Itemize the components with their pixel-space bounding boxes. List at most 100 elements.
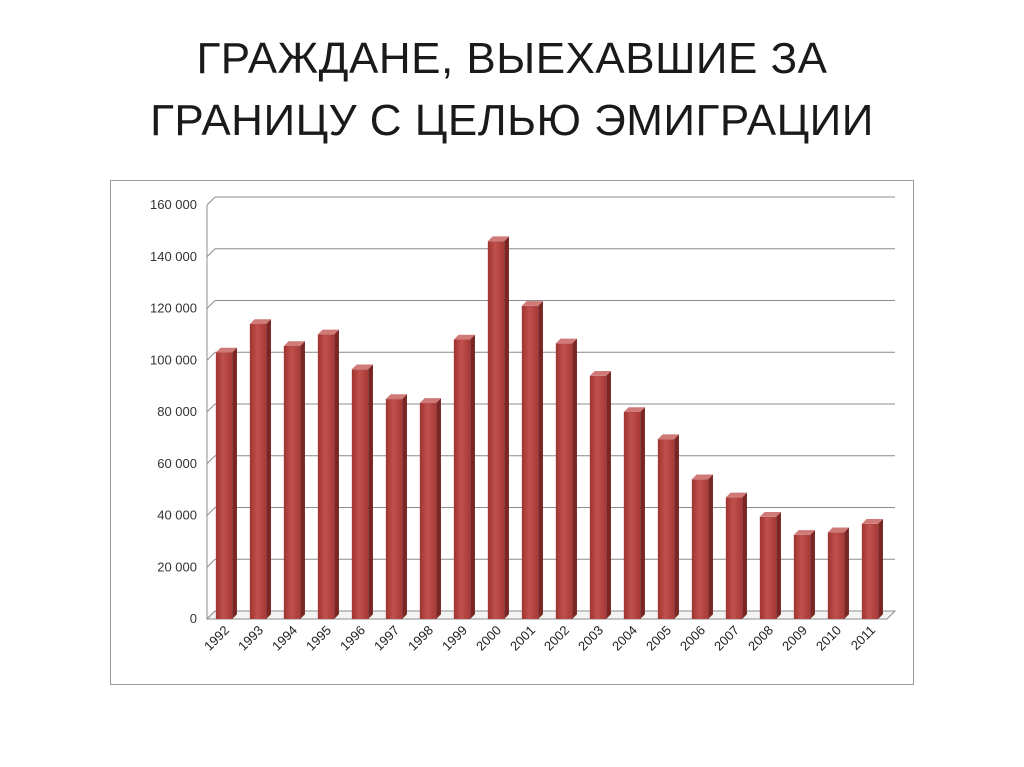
y-tick-label: 120 000 (150, 301, 197, 316)
bar-front (419, 402, 437, 619)
bar-front (725, 497, 743, 619)
bar-side (572, 338, 577, 619)
y-tick-label: 100 000 (150, 352, 197, 367)
y-tick-label: 20 000 (157, 559, 197, 574)
bar-top (487, 236, 509, 242)
x-tick-label: 1996 (337, 623, 368, 654)
x-tick-label: 2007 (711, 623, 742, 654)
bar-side (266, 319, 271, 619)
x-tick-label: 2006 (677, 623, 708, 654)
slide-title-line-2: ГРАНИЦУ С ЦЕЛЬЮ ЭМИГРАЦИИ (150, 96, 874, 145)
bar-side (232, 347, 237, 619)
bar-2008 (759, 511, 781, 619)
bar-side (742, 492, 747, 619)
bar-top (419, 398, 441, 403)
bar-1992 (215, 347, 237, 619)
bar-top (317, 329, 339, 335)
bar-side (504, 236, 509, 620)
bar-top (453, 334, 475, 340)
bar-top (521, 301, 543, 306)
x-tick-label: 1993 (235, 623, 266, 654)
gridline-depth (206, 248, 216, 258)
bar-front (691, 479, 709, 619)
gridline-depth (206, 403, 216, 413)
x-tick-label: 1998 (405, 623, 436, 654)
bar-top (657, 434, 679, 440)
bar-2002 (555, 338, 577, 619)
bar-side (300, 341, 305, 619)
gridlines (206, 196, 895, 620)
bar-front (827, 532, 845, 619)
bar-2007 (725, 492, 747, 619)
x-tick-label: 2008 (745, 623, 776, 654)
x-tick-label: 1997 (371, 623, 402, 654)
bar-chart: 0 20 000 40 000 60 000 80 000 100 000 120 000 1… (150, 196, 897, 654)
bar-2005 (657, 434, 679, 619)
x-tick-label: 1995 (303, 623, 334, 654)
bar-1997 (385, 394, 407, 619)
y-tick-label: 0 (190, 611, 197, 626)
bar-side (640, 407, 645, 619)
bar-1995 (317, 329, 339, 619)
bar-top (793, 530, 815, 535)
bar-top (215, 347, 237, 353)
x-tick-label: 1992 (201, 623, 232, 654)
gridline-depth (206, 351, 216, 361)
bar-front (215, 352, 233, 619)
bar-front (861, 523, 879, 619)
x-axis-tick-labels: 1992 1993 1994 1995 1996 1997 1998 1999 2000 2001… (201, 623, 878, 654)
bar-top (283, 341, 305, 347)
slide-title: ГРАЖДАНЕ, ВЫЕХАВШИЕ ЗА ГРАНИЦУ С ЦЕЛЬЮ Э… (0, 28, 1024, 152)
x-tick-label: 2004 (609, 623, 640, 654)
bar-1999 (453, 334, 475, 619)
bar-front (793, 534, 811, 619)
bar-top (589, 370, 611, 376)
x-tick-label: 1994 (269, 623, 300, 654)
bar-2010 (827, 527, 849, 619)
x-tick-label: 2002 (541, 623, 572, 654)
y-tick-label: 60 000 (157, 456, 197, 471)
bar-front (453, 339, 471, 619)
bar-top (691, 474, 713, 480)
bar-2006 (691, 474, 713, 619)
bar-front (283, 346, 301, 619)
bar-1993 (249, 319, 271, 619)
bar-top (351, 364, 373, 370)
bar-side (436, 398, 441, 619)
x-tick-label: 2011 (848, 623, 878, 653)
gridline-depth (206, 196, 216, 206)
bar-2001 (521, 301, 543, 619)
x-tick-label: 2009 (779, 623, 810, 654)
y-tick-label: 160 000 (150, 197, 197, 212)
chart-frame: 0 20 000 40 000 60 000 80 000 100 000 120 000 1… (110, 180, 914, 685)
bar-top (249, 319, 271, 325)
bar-top (623, 407, 645, 412)
gridline-depth (206, 507, 216, 516)
bar-2011 (861, 518, 883, 619)
x-tick-label: 2010 (813, 623, 844, 654)
bar-front (351, 369, 369, 619)
bar-front (249, 324, 267, 619)
bar-side (674, 434, 679, 619)
y-tick-label: 40 000 (157, 508, 197, 523)
bar-front (759, 516, 777, 619)
bar-1998 (419, 398, 441, 619)
bar-side (810, 530, 815, 619)
x-tick-label: 2001 (507, 623, 538, 654)
chart-floor (205, 610, 897, 620)
bar-side (844, 527, 849, 619)
bar-side (606, 370, 611, 619)
bar-front (657, 439, 675, 619)
bar-front (589, 375, 607, 619)
bar-top (555, 338, 577, 344)
x-tick-label: 2000 (473, 623, 504, 654)
bar-side (538, 301, 543, 619)
bar-top (827, 527, 849, 533)
bar-side (470, 334, 475, 619)
bar-front (487, 241, 505, 619)
gridline-depth (206, 300, 216, 309)
bar-side (708, 474, 713, 619)
bar-front (623, 412, 641, 619)
x-tick-label: 2005 (643, 623, 674, 654)
bar-2004 (623, 407, 645, 619)
